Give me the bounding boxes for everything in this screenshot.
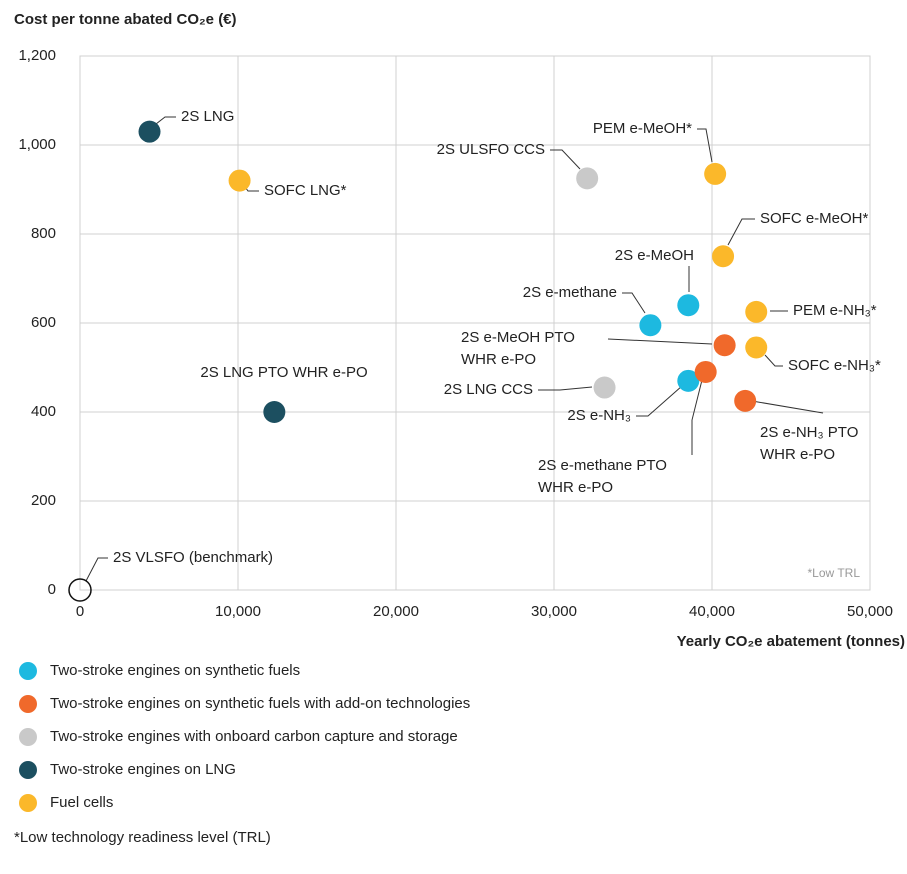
point bbox=[593, 376, 616, 399]
leader-line bbox=[727, 218, 755, 246]
annotation: *Low TRL bbox=[808, 566, 861, 580]
legend-label: Two-stroke engines on synthetic fuels bbox=[50, 662, 300, 679]
point bbox=[263, 401, 286, 423]
x-tick-label: 20,000 bbox=[373, 603, 419, 620]
point-label: 2S LNG bbox=[181, 108, 234, 125]
x-tick-label: 30,000 bbox=[531, 603, 577, 620]
point-label: 2S e-NH₃ bbox=[567, 407, 631, 424]
x-axis-title: Yearly CO₂e abatement (tonnes) bbox=[677, 633, 905, 650]
y-tick-label: 200 bbox=[31, 492, 56, 509]
legend-label: Two-stroke engines with onboard carbon c… bbox=[50, 728, 458, 745]
point-label: SOFC e-MeOH* bbox=[760, 210, 869, 227]
legend-swatch bbox=[19, 695, 37, 713]
point-label: SOFC e-NH₃* bbox=[788, 357, 881, 374]
point bbox=[576, 167, 599, 190]
leader-line bbox=[691, 379, 703, 455]
leader-line bbox=[751, 400, 824, 414]
y-tick-label: 0 bbox=[48, 581, 56, 598]
point-label: 2S ULSFO CCS bbox=[437, 141, 545, 158]
legend-label: Fuel cells bbox=[50, 794, 113, 811]
point-label: 2S e-MeOH bbox=[615, 247, 694, 264]
legend-label: Two-stroke engines on LNG bbox=[50, 761, 236, 778]
point bbox=[704, 162, 727, 185]
y-tick-label: 800 bbox=[31, 225, 56, 242]
point bbox=[138, 120, 161, 143]
footnote: *Low technology readiness level (TRL) bbox=[14, 829, 271, 846]
legend-swatch bbox=[19, 662, 37, 680]
x-tick-label: 0 bbox=[76, 603, 84, 620]
y-tick-label: 400 bbox=[31, 403, 56, 420]
point-label: WHR e-PO bbox=[461, 351, 536, 368]
point-label: WHR e-PO bbox=[760, 446, 835, 463]
x-tick-label: 10,000 bbox=[215, 603, 261, 620]
point-label: 2S e-NH₃ PTO bbox=[760, 424, 858, 441]
y-tick-label: 600 bbox=[31, 314, 56, 331]
y-tick-label: 1,000 bbox=[18, 136, 56, 153]
point bbox=[745, 300, 768, 323]
legend-label: Two-stroke engines on synthetic fuels wi… bbox=[50, 695, 470, 712]
point-label: 2S LNG CCS bbox=[444, 381, 533, 398]
point bbox=[228, 169, 251, 192]
point bbox=[734, 389, 757, 412]
leader-line bbox=[697, 128, 713, 163]
legend-swatch bbox=[19, 728, 37, 746]
point-label: 2S e-MeOH PTO bbox=[461, 329, 575, 346]
point-label: PEM e-NH₃* bbox=[793, 302, 877, 319]
leader-line bbox=[636, 385, 683, 417]
point bbox=[677, 294, 700, 317]
point bbox=[712, 245, 735, 268]
leader-line bbox=[550, 149, 581, 170]
legend-swatch bbox=[19, 794, 37, 812]
point bbox=[745, 336, 768, 359]
leader-line bbox=[622, 292, 646, 314]
point-label: PEM e-MeOH* bbox=[593, 120, 692, 137]
point bbox=[639, 314, 662, 337]
point-label: SOFC LNG* bbox=[264, 182, 347, 199]
x-tick-label: 40,000 bbox=[689, 603, 735, 620]
point bbox=[677, 369, 700, 392]
point-label: 2S e-methane bbox=[523, 284, 617, 301]
x-tick-label: 50,000 bbox=[847, 603, 893, 620]
benchmark-point bbox=[68, 578, 92, 602]
point-label: WHR e-PO bbox=[538, 479, 613, 496]
point-label: 2S e-methane PTO bbox=[538, 457, 667, 474]
y-tick-label: 1,200 bbox=[18, 47, 56, 64]
point bbox=[694, 360, 717, 383]
leader-line bbox=[538, 386, 593, 391]
leader-line bbox=[85, 557, 108, 582]
point-label: 2S VLSFO (benchmark) bbox=[113, 549, 273, 566]
leader-line bbox=[155, 116, 176, 125]
legend-swatch bbox=[19, 761, 37, 779]
leader-line bbox=[764, 354, 783, 367]
leader-line bbox=[607, 338, 713, 345]
chart-title: Cost per tonne abated CO₂e (€) bbox=[14, 11, 237, 28]
point bbox=[713, 334, 736, 357]
point-label: 2S LNG PTO WHR e-PO bbox=[200, 364, 367, 381]
